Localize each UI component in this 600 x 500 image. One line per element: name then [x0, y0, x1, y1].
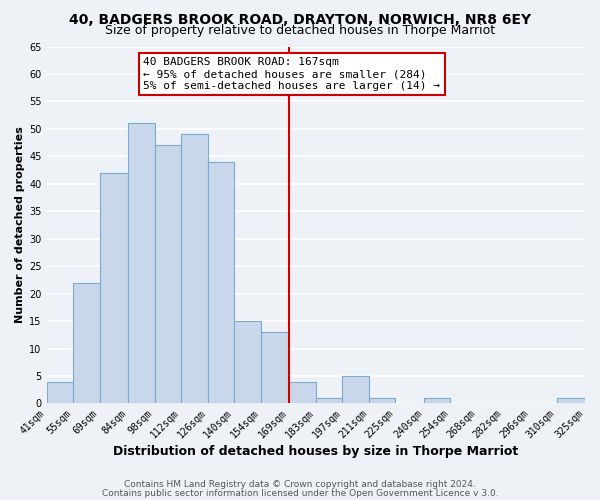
Text: Contains public sector information licensed under the Open Government Licence v : Contains public sector information licen…	[101, 488, 499, 498]
Bar	[181, 134, 208, 404]
Bar	[47, 382, 73, 404]
Bar	[261, 332, 289, 404]
Bar	[208, 162, 234, 404]
X-axis label: Distribution of detached houses by size in Thorpe Marriot: Distribution of detached houses by size …	[113, 444, 518, 458]
Text: 40, BADGERS BROOK ROAD, DRAYTON, NORWICH, NR8 6EY: 40, BADGERS BROOK ROAD, DRAYTON, NORWICH…	[69, 12, 531, 26]
Bar	[424, 398, 451, 404]
Bar	[316, 398, 343, 404]
Bar	[234, 321, 261, 404]
Bar	[128, 124, 155, 404]
Bar	[343, 376, 369, 404]
Text: 40 BADGERS BROOK ROAD: 167sqm
← 95% of detached houses are smaller (284)
5% of s: 40 BADGERS BROOK ROAD: 167sqm ← 95% of d…	[143, 58, 440, 90]
Bar	[155, 146, 181, 404]
Bar	[100, 173, 128, 404]
Bar	[557, 398, 585, 404]
Bar	[73, 282, 100, 404]
Y-axis label: Number of detached properties: Number of detached properties	[15, 126, 25, 324]
Text: Size of property relative to detached houses in Thorpe Marriot: Size of property relative to detached ho…	[105, 24, 495, 37]
Bar	[369, 398, 395, 404]
Bar	[289, 382, 316, 404]
Text: Contains HM Land Registry data © Crown copyright and database right 2024.: Contains HM Land Registry data © Crown c…	[124, 480, 476, 489]
